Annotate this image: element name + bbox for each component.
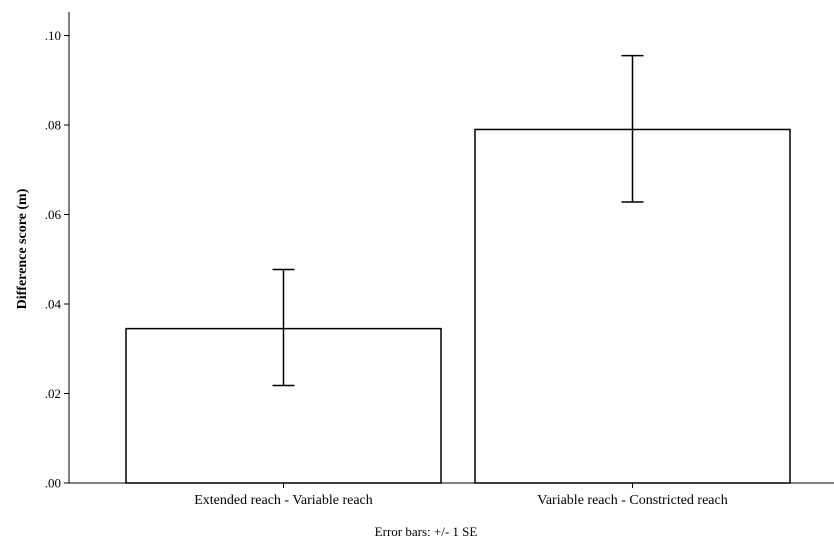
error-bars-note: Error bars: +/- 1 SE [375, 524, 478, 539]
y-tick-label: .00 [45, 476, 61, 491]
y-axis-title: Difference score (m) [15, 188, 30, 309]
y-axis: .00 .02 .04 .06 .08 .10 [45, 12, 70, 491]
y-tick-label: .02 [45, 386, 61, 401]
y-tick-label: .06 [45, 207, 62, 222]
y-tick-label: .10 [45, 28, 61, 43]
x-category-label: Variable reach - Constricted reach [537, 493, 727, 508]
bars [125, 128, 791, 484]
x-category-label: Extended reach - Variable reach [194, 493, 373, 508]
x-axis [69, 482, 834, 488]
error-bars [272, 54, 644, 387]
y-tick-label: .08 [45, 118, 61, 133]
category-labels: Extended reach - Variable reach Variable … [194, 493, 728, 508]
error-bar [272, 268, 295, 387]
error-bar [621, 54, 644, 203]
y-tick-label: .04 [45, 297, 62, 312]
